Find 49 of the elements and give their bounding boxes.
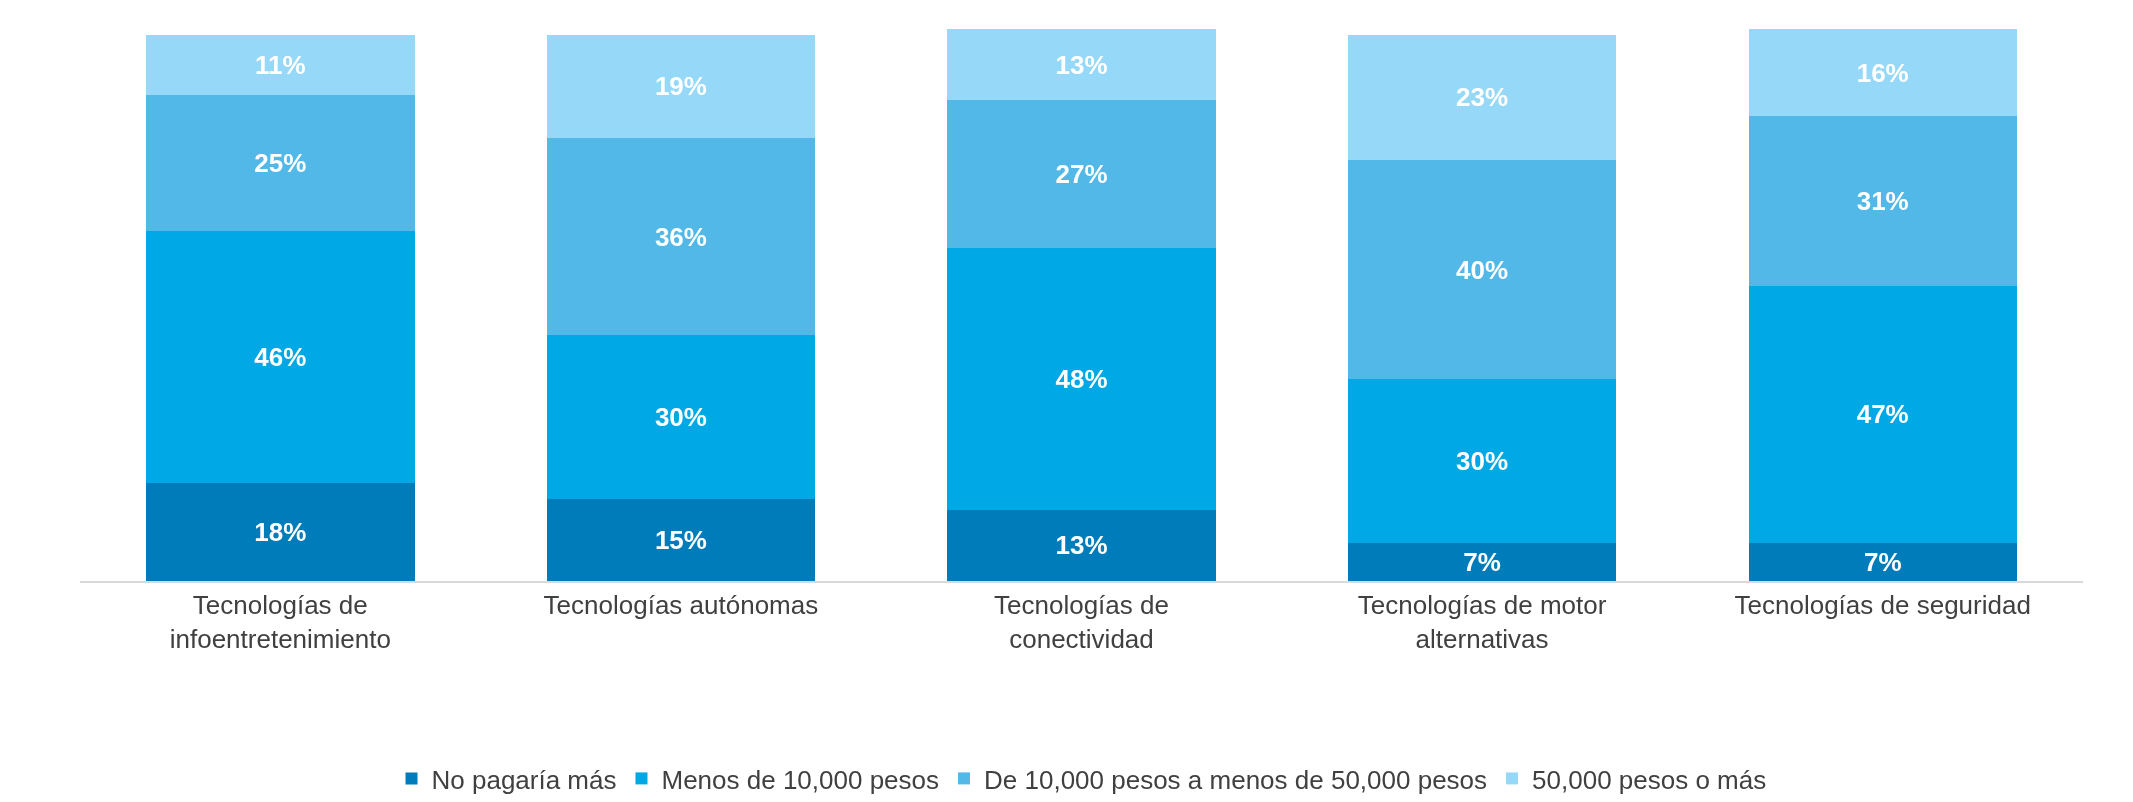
data-label: 18% (254, 516, 307, 547)
x-tick-label: Tecnologías de conectividad (994, 590, 1169, 654)
bar (947, 247, 1216, 510)
x-tick-label: Tecnologías autónomas (543, 590, 819, 621)
bar (146, 34, 415, 95)
bar (146, 231, 415, 483)
data-label: 25% (254, 147, 307, 178)
x-tick-label: Tecnologías de seguridad (1734, 590, 2031, 621)
bar (947, 100, 1216, 248)
data-label: 16% (1856, 57, 1909, 88)
x-tick-label: Tecnologías de infoentretenimiento (169, 590, 391, 654)
data-label: 11% (255, 49, 306, 80)
bar (546, 335, 816, 500)
data-label: 36% (654, 221, 707, 252)
data-label: 15% (654, 525, 707, 556)
bar (1748, 29, 2017, 117)
bar (1748, 285, 2017, 543)
data-label: 23% (1456, 82, 1509, 113)
data-label: 48% (1055, 363, 1108, 394)
bar (1347, 34, 1617, 161)
data-label: 46% (254, 341, 307, 372)
x-tick-label: Tecnologías de motor alternativas (1357, 590, 1607, 654)
data-label: 31% (1856, 186, 1909, 217)
data-label: 30% (654, 402, 707, 433)
data-label: 47% (1856, 399, 1909, 430)
bar (1748, 542, 2017, 581)
data-label: 19% (654, 71, 707, 102)
data-label: 13% (1055, 49, 1108, 80)
legend-label: No pagaría más (431, 764, 617, 795)
bar (146, 94, 415, 232)
data-label: 13% (1055, 530, 1108, 561)
bar (947, 509, 1216, 581)
bar (546, 138, 816, 336)
bar (146, 482, 415, 581)
bar (1347, 160, 1617, 379)
legend-label: 50,000 pesos o más (1532, 764, 1767, 795)
bar (546, 499, 816, 581)
legend-label: De 10,000 pesos a menos de 50,000 pesos (984, 764, 1488, 795)
data-label: 7% (1463, 546, 1501, 577)
bar (546, 34, 816, 139)
bar (1347, 542, 1617, 581)
legend-label: Menos de 10,000 pesos (661, 764, 940, 795)
data-label: 27% (1055, 158, 1108, 189)
bar (1347, 378, 1617, 543)
data-label: 30% (1456, 445, 1509, 476)
data-label: 40% (1456, 254, 1509, 285)
data-label: 7% (1863, 546, 1902, 577)
bar (1748, 116, 2017, 286)
bar (947, 29, 1216, 101)
